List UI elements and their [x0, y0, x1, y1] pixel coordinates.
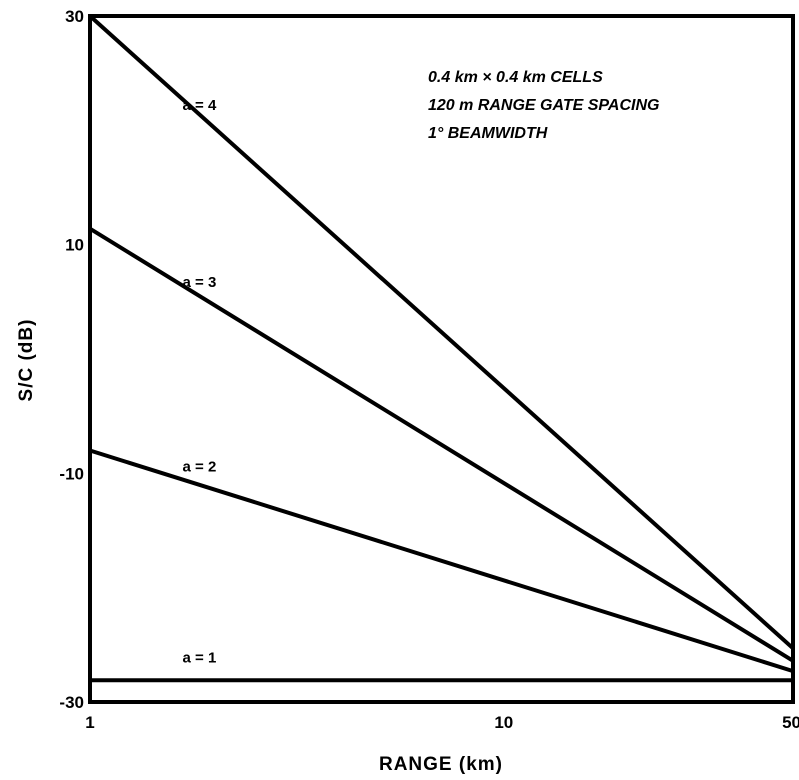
series-label-3: a = 2	[183, 459, 217, 476]
x-axis-title: RANGE (km)	[379, 754, 503, 775]
x-tick-label-3: 50	[782, 713, 799, 732]
x-tick-label-2: 10	[494, 713, 513, 732]
y-axis-ticks: 30 10 -10 -30	[59, 7, 84, 712]
annotation-line-3: 1° BEAMWIDTH	[428, 125, 548, 142]
x-axis-ticks: 1 10 50	[85, 713, 799, 732]
y-axis-title: S/C (dB)	[16, 319, 37, 402]
annotation-line-2: 120 m RANGE GATE SPACING	[428, 97, 659, 114]
y-tick-label-2: 10	[65, 236, 84, 255]
annotation-line-1: 0.4 km × 0.4 km CELLS	[428, 69, 603, 86]
series-label-2: a = 3	[183, 274, 217, 291]
y-tick-label-3: -10	[59, 464, 84, 483]
series-labels: a = 4 a = 3 a = 2 a = 1	[183, 97, 217, 666]
x-tick-label-1: 1	[85, 713, 94, 732]
plot-lines	[88, 14, 795, 683]
y-tick-label-1: 30	[65, 7, 84, 26]
series-line-3	[89, 448, 794, 674]
series-label-4: a = 1	[183, 649, 217, 666]
series-line-1	[88, 14, 795, 650]
annotation-block: 0.4 km × 0.4 km CELLS 120 m RANGE GATE SP…	[428, 69, 659, 142]
series-label-1: a = 4	[183, 97, 217, 114]
y-tick-label-4: -30	[59, 693, 84, 712]
series-line-2	[88, 226, 795, 663]
plot-frame	[88, 14, 795, 704]
